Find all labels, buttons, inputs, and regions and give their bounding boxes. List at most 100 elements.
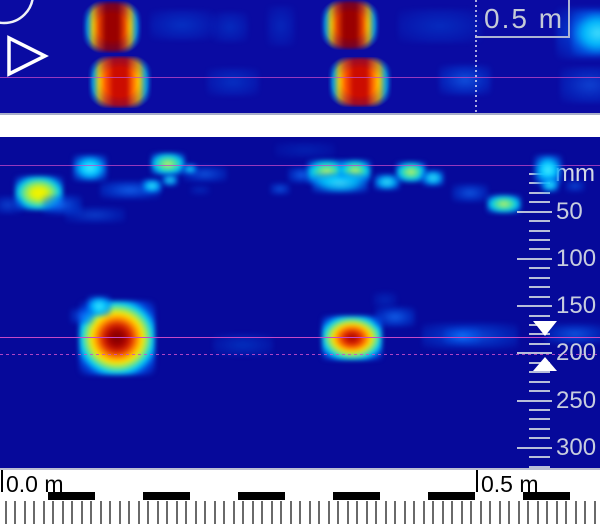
heat-blob <box>398 9 482 43</box>
depth-marker-down-icon[interactable] <box>533 321 557 336</box>
ruler-tick <box>536 501 539 524</box>
depth-tick <box>517 257 552 260</box>
heat-blob <box>87 296 111 316</box>
ruler-zero-mark <box>1 470 3 499</box>
depth-label: 250 <box>556 386 597 414</box>
heat-blob <box>73 155 107 181</box>
heat-blob <box>375 307 415 327</box>
heat-blob <box>572 11 600 55</box>
heat-blob <box>320 0 380 50</box>
ruler-tick <box>593 501 596 524</box>
heat-blob <box>88 56 152 108</box>
depth-tick <box>517 446 552 449</box>
heat-blob <box>439 65 491 95</box>
ruler-bar <box>190 492 238 500</box>
ruler-bar <box>285 492 333 500</box>
heat-blob <box>373 292 397 308</box>
ruler-tick <box>128 501 131 524</box>
wheel-position-icon <box>0 0 34 25</box>
ruler-tick <box>213 501 216 524</box>
depth-cursor-line <box>0 337 600 338</box>
depth-label: 150 <box>556 292 597 320</box>
heat-blob <box>267 6 295 46</box>
ruler-tick <box>527 501 530 524</box>
depth-tick <box>529 371 550 374</box>
ruler-tick <box>185 501 188 524</box>
heat-blob <box>183 166 227 182</box>
depth-tick <box>529 418 550 421</box>
ruler-tick <box>232 501 235 524</box>
ruler-bar <box>237 492 285 500</box>
range-label: 0.5 m <box>484 3 565 34</box>
depth-tick <box>529 229 550 232</box>
ruler-tick <box>460 501 463 524</box>
depth-label: 300 <box>556 433 597 461</box>
depth-tick <box>529 248 550 251</box>
ruler-tick <box>61 501 64 524</box>
ruler-tick <box>384 501 387 524</box>
grid-line-0-5m <box>475 0 477 113</box>
heat-blob <box>150 10 214 40</box>
depth-tick <box>529 239 550 242</box>
ruler-tick <box>280 501 283 524</box>
depth-unit-label: mm <box>555 160 595 187</box>
depth-marker-up-icon[interactable] <box>533 357 557 371</box>
ruler-tick <box>375 501 378 524</box>
heat-blob <box>142 179 162 193</box>
depth-tick <box>529 182 550 185</box>
depth-tick <box>529 408 550 411</box>
ruler-tick <box>555 501 558 524</box>
depth-tick <box>517 305 552 308</box>
heat-blob <box>422 323 518 349</box>
depth-tick <box>529 390 550 393</box>
ruler-bar <box>522 492 570 500</box>
ruler-tick <box>175 501 178 524</box>
heat-blob <box>212 12 248 42</box>
ruler-tick <box>546 501 549 524</box>
ruler-bar <box>142 492 190 500</box>
heat-blob <box>15 176 63 210</box>
depth-tick <box>529 380 550 383</box>
heat-blob <box>452 184 488 202</box>
ruler-tick <box>508 501 511 524</box>
heat-blob <box>79 301 155 375</box>
ruler-tick <box>156 501 159 524</box>
ruler-bar <box>47 492 95 500</box>
scan-direction-icon <box>7 35 49 77</box>
ruler-tick <box>14 501 17 524</box>
ruler-bar <box>475 492 523 500</box>
depth-tick <box>529 286 550 289</box>
depth-tick <box>529 267 550 270</box>
ruler-tick <box>71 501 74 524</box>
depth-dashed-line <box>0 354 600 355</box>
ruler-tick <box>109 501 112 524</box>
heat-blob <box>444 328 480 344</box>
depth-tick <box>529 427 550 430</box>
ruler-tick <box>42 501 45 524</box>
heat-blob <box>190 185 210 195</box>
ruler-tick <box>337 501 340 524</box>
depth-tick <box>529 314 550 317</box>
ruler-tick <box>327 501 330 524</box>
distance-ruler: 0.0 m 0.5 m <box>0 470 600 524</box>
heat-blob <box>0 196 22 214</box>
ruler-tick <box>441 501 444 524</box>
ruler-tick <box>270 501 273 524</box>
ruler-tick <box>356 501 359 524</box>
ruler-tick <box>90 501 93 524</box>
ruler-tick <box>52 501 55 524</box>
heat-blob <box>162 174 178 186</box>
heat-blob <box>65 207 125 223</box>
ruler-bar <box>427 492 475 500</box>
depth-tick <box>529 201 550 204</box>
heat-blob <box>534 155 562 185</box>
depth-tick <box>529 342 550 345</box>
scan-strip-panel: 0.5 m <box>0 0 600 113</box>
ruler-tick <box>251 501 254 524</box>
depth-tick <box>529 437 550 440</box>
depth-tick <box>517 210 552 213</box>
ruler-tick <box>451 501 454 524</box>
heat-blob <box>374 174 400 190</box>
surface-line <box>0 164 600 166</box>
